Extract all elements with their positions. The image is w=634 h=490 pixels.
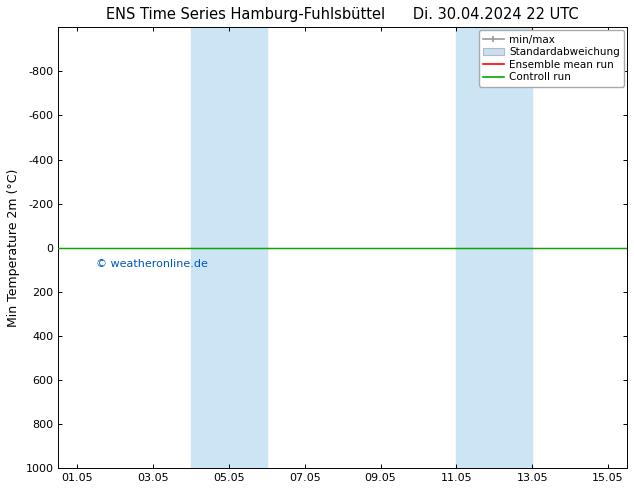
Title: ENS Time Series Hamburg-Fuhlsbüttel      Di. 30.04.2024 22 UTC: ENS Time Series Hamburg-Fuhlsbüttel Di. … <box>107 7 579 22</box>
Y-axis label: Min Temperature 2m (°C): Min Temperature 2m (°C) <box>7 169 20 327</box>
Bar <box>456 27 533 468</box>
Text: © weatheronline.de: © weatheronline.de <box>96 259 208 269</box>
Legend: min/max, Standardabweichung, Ensemble mean run, Controll run: min/max, Standardabweichung, Ensemble me… <box>479 30 624 87</box>
Bar <box>191 27 267 468</box>
